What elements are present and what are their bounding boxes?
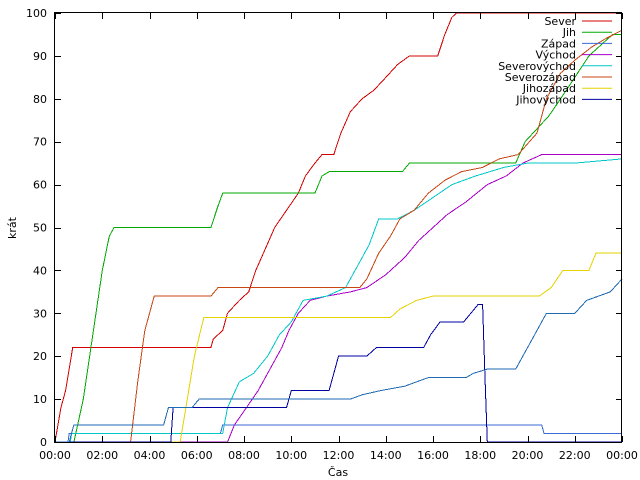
- x-tick-label: 02:00: [86, 449, 118, 462]
- x-tick-label: 14:00: [370, 449, 402, 462]
- legend-label: Severozápad: [505, 71, 576, 84]
- x-tick-label: 22:00: [559, 449, 591, 462]
- legend: SeverJihZápadVýchodSeverovýchodSeverozáp…: [498, 15, 612, 106]
- ticks-layer: 00:00 02:00 04:00 06:00 08:00 10:00 12:00 14:00…: [26, 7, 638, 462]
- x-tick-label: 04:00: [134, 449, 166, 462]
- x-tick-label: 16:00: [417, 449, 449, 462]
- y-tick-label: 50: [33, 222, 47, 235]
- legend-label: Sever: [544, 15, 576, 28]
- y-axis-label: krát: [6, 216, 19, 239]
- legend-label: Západ: [541, 37, 576, 50]
- series-line: [55, 29, 623, 443]
- legend-label: Jih: [562, 26, 576, 39]
- legend-label: Východ: [536, 49, 576, 62]
- series-line: [55, 252, 622, 443]
- y-tick-label: 40: [33, 264, 47, 277]
- x-tick-label: 18:00: [464, 449, 496, 462]
- x-tick-label: 00:00: [39, 449, 71, 462]
- x-tick-label: 00:00: [606, 449, 638, 462]
- legend-label: Jihovýchod: [515, 93, 576, 106]
- plot-frame: [54, 12, 622, 443]
- x-tick-label: 12:00: [323, 449, 355, 462]
- series-line: [55, 158, 623, 443]
- y-tick-label: 100: [26, 7, 47, 20]
- legend-label: Jihozápad: [522, 82, 576, 95]
- y-tick-label: 0: [40, 436, 47, 449]
- series-line: [55, 304, 622, 443]
- series-line: [54, 12, 622, 443]
- series-layer: [54, 12, 623, 443]
- series-line: [55, 154, 622, 443]
- y-tick-label: 90: [33, 50, 47, 63]
- x-axis-label: Čas: [328, 466, 348, 479]
- y-tick-label: 10: [33, 393, 47, 406]
- y-tick-label: 80: [33, 93, 47, 106]
- series-line: [55, 424, 622, 443]
- x-tick-label: 20:00: [512, 449, 544, 462]
- series-line: [55, 34, 622, 443]
- x-tick-label: 08:00: [228, 449, 260, 462]
- legend-label: Severovýchod: [498, 60, 576, 73]
- y-tick-label: 30: [33, 307, 47, 320]
- y-tick-label: 20: [33, 350, 47, 363]
- y-tick-label: 70: [33, 136, 47, 149]
- x-tick-label: 10:00: [275, 449, 307, 462]
- x-tick-label: 06:00: [181, 449, 213, 462]
- series-line: [55, 278, 623, 443]
- y-tick-label: 60: [33, 179, 47, 192]
